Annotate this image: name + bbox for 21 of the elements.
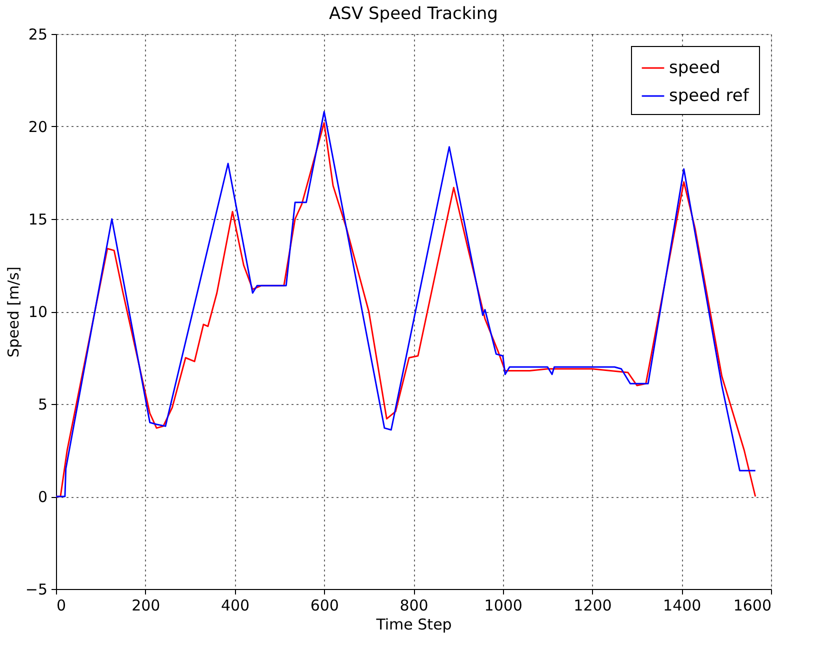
x-axis-title: Time Step: [375, 616, 452, 634]
x-tick-label: 1400: [663, 596, 702, 614]
y-tick-label: 10: [28, 303, 48, 321]
x-tick-label: 400: [220, 596, 250, 614]
y-tick-label: −5: [25, 580, 48, 598]
legend-label: speed ref: [669, 86, 750, 106]
y-axis-title: Speed [m/s]: [4, 266, 22, 358]
y-tick-label: 25: [28, 26, 48, 44]
chart-title: ASV Speed Tracking: [329, 4, 498, 24]
x-tick-label: 0: [56, 596, 66, 614]
x-tick-label: 600: [310, 596, 339, 614]
x-tick-label: 200: [132, 596, 160, 614]
legend-label: speed: [669, 58, 720, 78]
y-tick-label: 5: [38, 396, 48, 414]
x-tick-label: 1600: [733, 596, 772, 614]
y-tick-label: 15: [28, 210, 48, 228]
y-tick-label: 20: [28, 118, 48, 136]
x-tick-label: 1200: [574, 596, 612, 614]
x-tick-label: 800: [400, 596, 428, 614]
y-tick-label: 0: [38, 488, 48, 506]
x-tick-label: 1000: [484, 596, 522, 614]
